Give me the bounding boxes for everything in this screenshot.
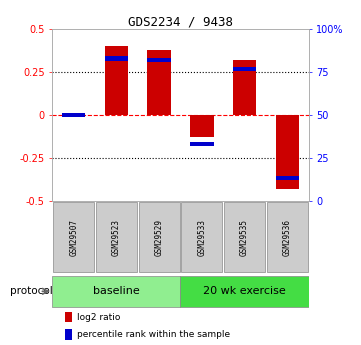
FancyBboxPatch shape — [53, 202, 94, 273]
FancyBboxPatch shape — [96, 202, 137, 273]
Text: 20 wk exercise: 20 wk exercise — [203, 286, 286, 296]
Title: GDS2234 / 9438: GDS2234 / 9438 — [128, 15, 233, 28]
Bar — [233, 67, 256, 71]
Text: GSM29523: GSM29523 — [112, 219, 121, 256]
Text: protocol: protocol — [10, 286, 53, 296]
Text: GSM29529: GSM29529 — [155, 219, 164, 256]
Bar — [105, 47, 128, 115]
FancyBboxPatch shape — [224, 202, 265, 273]
Text: GSM29536: GSM29536 — [283, 219, 292, 256]
Bar — [275, 176, 299, 180]
FancyBboxPatch shape — [52, 276, 180, 307]
Bar — [65, 329, 71, 340]
Bar — [65, 312, 71, 323]
Text: GSM29507: GSM29507 — [69, 219, 78, 256]
Text: GSM29533: GSM29533 — [197, 219, 206, 256]
Text: percentile rank within the sample: percentile rank within the sample — [77, 330, 230, 339]
FancyBboxPatch shape — [139, 202, 180, 273]
FancyBboxPatch shape — [180, 276, 309, 307]
Text: log2 ratio: log2 ratio — [77, 313, 120, 322]
Text: baseline: baseline — [93, 286, 140, 296]
Bar — [147, 58, 171, 62]
Bar — [275, 115, 299, 189]
Bar — [147, 50, 171, 115]
Bar — [62, 113, 86, 117]
Bar — [190, 115, 214, 137]
Text: GSM29535: GSM29535 — [240, 219, 249, 256]
Bar — [233, 60, 256, 115]
FancyBboxPatch shape — [267, 202, 308, 273]
FancyBboxPatch shape — [181, 202, 222, 273]
Bar — [190, 142, 214, 146]
Bar — [105, 56, 128, 61]
